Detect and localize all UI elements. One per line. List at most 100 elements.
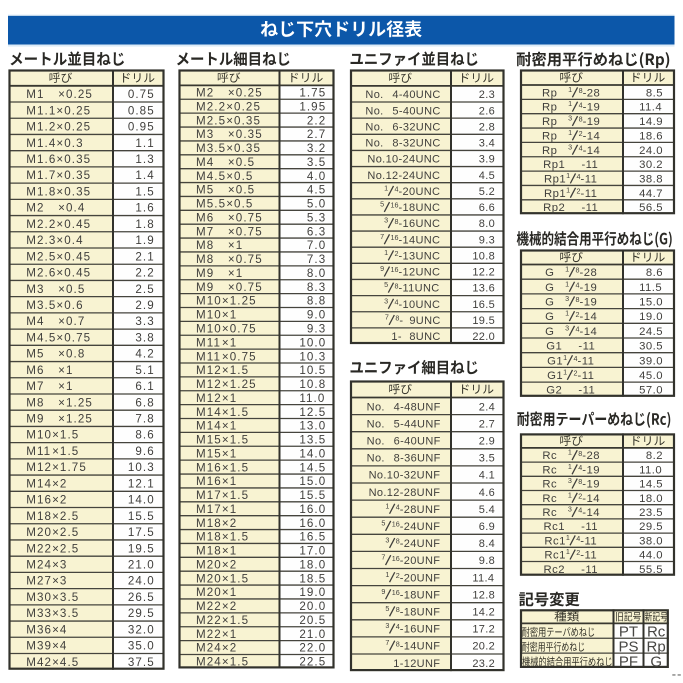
svg-text:4: 4 <box>577 172 581 181</box>
svg-text:Rp1: Rp1 <box>544 188 566 200</box>
svg-text:M17: M17 <box>196 489 222 502</box>
svg-text:4.0: 4.0 <box>307 170 326 183</box>
svg-text:5.1: 5.1 <box>135 364 154 377</box>
svg-text:×3: ×3 <box>52 558 67 571</box>
svg-text:2.3: 2.3 <box>479 89 495 101</box>
svg-text:×3: ×3 <box>52 575 67 588</box>
svg-text:×0.75: ×0.75 <box>222 323 257 336</box>
svg-text:8.5: 8.5 <box>646 87 663 99</box>
svg-text:G: G <box>545 267 554 279</box>
svg-text:-14: -14 <box>580 326 598 338</box>
svg-text:5.0: 5.0 <box>307 198 326 211</box>
svg-text:-19: -19 <box>582 464 600 476</box>
svg-text:15.5: 15.5 <box>128 510 155 523</box>
svg-text:26.5: 26.5 <box>128 591 155 604</box>
svg-text:M30: M30 <box>26 591 52 604</box>
svg-text:M8: M8 <box>26 396 44 409</box>
svg-text:8: 8 <box>395 217 399 226</box>
svg-text:×2: ×2 <box>52 494 67 507</box>
svg-text:3: 3 <box>568 142 572 151</box>
svg-text:2: 2 <box>577 186 581 195</box>
svg-text:12.8: 12.8 <box>472 589 495 601</box>
svg-text:9.8: 9.8 <box>479 555 495 567</box>
svg-text:-19: -19 <box>580 296 598 308</box>
svg-text:-14UNF: -14UNF <box>400 641 441 653</box>
svg-text:4-40UNC: 4-40UNC <box>392 89 440 101</box>
svg-text:24.0: 24.0 <box>639 145 663 157</box>
svg-text:M3.5: M3.5 <box>196 142 226 155</box>
svg-text:Rc: Rc <box>542 493 557 505</box>
svg-text:×1: ×1 <box>222 503 237 516</box>
svg-text:M9: M9 <box>196 281 214 294</box>
svg-text:M1.1: M1.1 <box>26 104 56 117</box>
svg-text:Rp: Rp <box>542 87 557 99</box>
svg-text:M24: M24 <box>196 656 222 669</box>
svg-text:M2.5: M2.5 <box>26 250 56 263</box>
svg-text:9.0: 9.0 <box>307 309 326 322</box>
svg-text:4: 4 <box>579 100 583 109</box>
svg-text:Rp2: Rp2 <box>543 202 565 214</box>
svg-text:×1.5: ×1.5 <box>222 572 249 585</box>
svg-text:×4: ×4 <box>52 623 67 636</box>
svg-text:-18UNF: -18UNF <box>400 606 441 618</box>
svg-text:4: 4 <box>396 622 400 631</box>
svg-text:1: 1 <box>384 248 388 257</box>
svg-text:M12: M12 <box>196 392 222 405</box>
svg-text:-: - <box>399 315 403 327</box>
svg-text:10.8: 10.8 <box>472 250 495 262</box>
svg-text:35.0: 35.0 <box>128 640 155 653</box>
svg-text:×1: ×1 <box>222 545 237 558</box>
svg-text:-28: -28 <box>580 267 598 279</box>
svg-text:-28: -28 <box>582 450 600 462</box>
svg-text:M15: M15 <box>196 447 222 460</box>
svg-text:4: 4 <box>576 324 580 333</box>
svg-text:1: 1 <box>568 490 572 499</box>
svg-text:16.5: 16.5 <box>299 531 326 544</box>
svg-text:8.3: 8.3 <box>307 281 326 294</box>
svg-text:2.7: 2.7 <box>479 418 495 430</box>
svg-text:-20UNC: -20UNC <box>399 186 441 198</box>
svg-text:6-40UNF: 6-40UNF <box>394 435 441 447</box>
svg-text:17.2: 17.2 <box>472 624 495 636</box>
svg-text:M36: M36 <box>26 623 52 636</box>
svg-text:18.5: 18.5 <box>299 572 326 585</box>
svg-text:2.4: 2.4 <box>479 401 495 413</box>
svg-text:5.4: 5.4 <box>479 504 495 516</box>
svg-text:4.5: 4.5 <box>307 184 326 197</box>
svg-text:5-40UNC: 5-40UNC <box>392 105 440 117</box>
svg-text:1: 1 <box>568 128 572 137</box>
svg-text:7: 7 <box>380 232 384 241</box>
svg-text:2: 2 <box>578 491 582 500</box>
svg-text:7.3: 7.3 <box>307 253 326 266</box>
svg-text:×1.5: ×1.5 <box>52 445 79 458</box>
svg-text:15.0: 15.0 <box>299 475 326 488</box>
svg-text:5: 5 <box>381 518 385 527</box>
svg-text:×1.25: ×1.25 <box>222 378 257 391</box>
svg-text:No.: No. <box>365 105 383 117</box>
svg-text:32.0: 32.0 <box>128 623 155 636</box>
svg-text:29.5: 29.5 <box>639 521 663 533</box>
svg-text:M12: M12 <box>196 364 222 377</box>
svg-text:M22: M22 <box>196 628 222 641</box>
svg-text:PT: PT <box>619 624 638 641</box>
svg-text:56.5: 56.5 <box>639 202 663 214</box>
svg-text:M18: M18 <box>196 531 222 544</box>
svg-text:11.5: 11.5 <box>639 282 662 294</box>
svg-text:4.2: 4.2 <box>135 348 154 361</box>
svg-text:×0.75: ×0.75 <box>228 211 263 224</box>
svg-text:G: G <box>545 311 554 323</box>
svg-text:0.75: 0.75 <box>128 88 155 101</box>
svg-text:M3: M3 <box>196 128 214 141</box>
svg-text:-14: -14 <box>582 507 600 519</box>
svg-text:1.3: 1.3 <box>135 153 154 166</box>
svg-text:M20: M20 <box>196 572 222 585</box>
svg-text:2: 2 <box>576 310 580 319</box>
svg-text:M20: M20 <box>26 526 52 539</box>
svg-text:M9: M9 <box>196 267 214 280</box>
svg-text:1: 1 <box>566 547 570 556</box>
svg-text:16: 16 <box>392 520 400 529</box>
svg-text:M10: M10 <box>196 309 222 322</box>
svg-text:×1.5: ×1.5 <box>222 406 249 419</box>
svg-text:Rp: Rp <box>542 145 557 157</box>
svg-text:14.5: 14.5 <box>639 479 663 491</box>
